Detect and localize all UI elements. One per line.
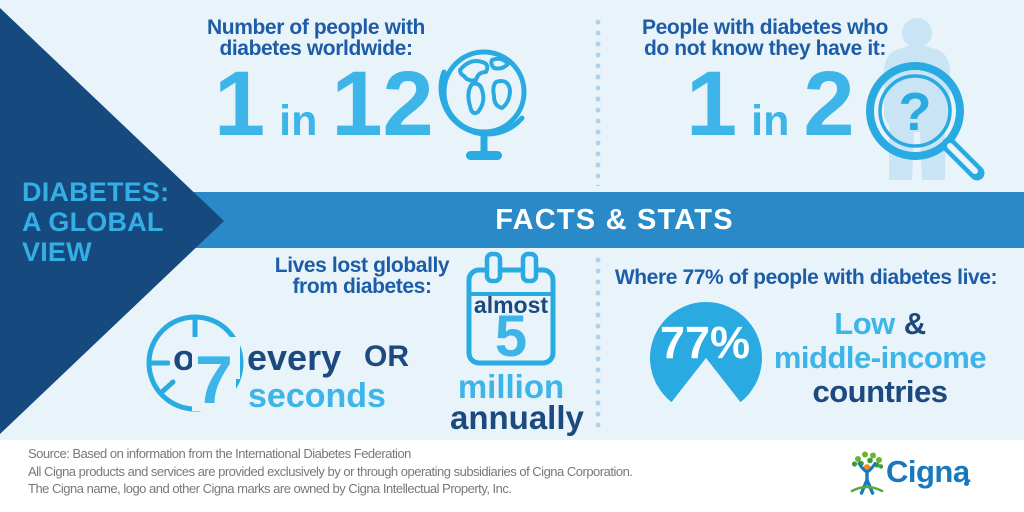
phrase-every: every bbox=[244, 337, 345, 379]
source-line: Source: Based on information from the In… bbox=[28, 446, 411, 461]
pie-label: 77% bbox=[660, 317, 751, 368]
footer: Source: Based on information from the In… bbox=[0, 440, 1024, 512]
title-line: A GLOBAL bbox=[22, 207, 164, 237]
majority-middle-income: middle-income bbox=[773, 340, 987, 375]
pie-chart-77-percent bbox=[650, 301, 762, 403]
banner-arrow-shape bbox=[0, 8, 224, 434]
lives-lost-heading: Lives lost globally from diabetes: bbox=[274, 254, 450, 298]
majority-countries: countries bbox=[812, 374, 948, 409]
cigna-tree-icon bbox=[850, 451, 884, 495]
title-line: DIABETES: bbox=[22, 177, 170, 207]
person-magnifier-icon: ? bbox=[866, 18, 985, 181]
cigna-wordmark: Cigna bbox=[886, 454, 970, 489]
source-disclaimer: Source: Based on information from the In… bbox=[28, 445, 633, 498]
phrase-seven: 7 bbox=[192, 346, 236, 414]
disclaimer-line: The Cigna name, logo and other Cigna mar… bbox=[28, 481, 512, 496]
unaware-heading: People with diabetes who do not know the… bbox=[642, 16, 888, 60]
globe-icon bbox=[438, 49, 527, 160]
worldwide-stat-value: 1 in 12 bbox=[214, 53, 434, 155]
calendar-almost: almost bbox=[473, 292, 549, 318]
majority-low: Low bbox=[834, 306, 895, 341]
dotted-divider-bottom bbox=[595, 256, 601, 428]
calendar-icon bbox=[466, 251, 556, 366]
cigna-registered-dot bbox=[964, 481, 969, 486]
majority-heading: Where 77% of people with diabetes live: bbox=[614, 266, 998, 289]
worldwide-heading: Number of people with diabetes worldwide… bbox=[207, 16, 425, 60]
conjunction-or: OR bbox=[364, 340, 409, 373]
tail-annually: annually bbox=[450, 399, 584, 436]
infographic-title: DIABETES: A GLOBAL VIEW bbox=[22, 177, 212, 267]
disclaimer-line: All Cigna products and services are prov… bbox=[28, 463, 633, 479]
facts-stats-title: FACTS & STATS bbox=[495, 203, 734, 236]
title-line: VIEW bbox=[22, 237, 92, 267]
majority-amp: & bbox=[903, 306, 926, 341]
calendar-five: 5 bbox=[494, 304, 528, 369]
unaware-stat-value: 1 in 2 bbox=[686, 53, 855, 155]
phrase-seconds: seconds bbox=[248, 377, 386, 415]
tail-million: million bbox=[457, 368, 565, 405]
dotted-divider-top bbox=[595, 18, 601, 186]
majority-text: Low & middle-income countries bbox=[754, 307, 1006, 409]
question-mark-glyph: ? bbox=[899, 82, 932, 142]
